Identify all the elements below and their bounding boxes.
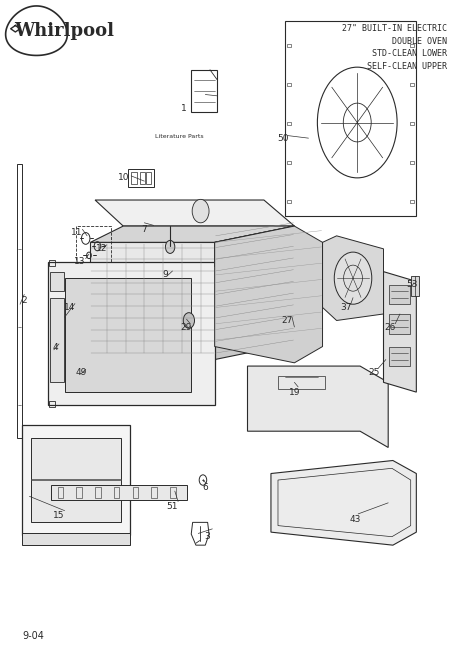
Text: 25: 25 (368, 368, 380, 377)
Polygon shape (91, 243, 215, 360)
Text: 2: 2 (21, 296, 27, 305)
Bar (389, 347, 410, 366)
Polygon shape (31, 438, 121, 523)
Text: 9-04: 9-04 (22, 631, 44, 641)
Bar (50, 298, 64, 383)
Circle shape (192, 199, 209, 223)
Text: 53: 53 (406, 280, 418, 289)
Text: 15: 15 (53, 511, 65, 521)
Polygon shape (95, 200, 294, 226)
Bar (114, 487, 119, 498)
Circle shape (183, 313, 194, 328)
Bar (151, 487, 157, 498)
Text: 13: 13 (74, 258, 86, 266)
Text: 49: 49 (75, 368, 87, 377)
Text: 27" BUILT-IN ELECTRIC
DOUBLE OVEN
STD-CLEAN LOWER
SELF-CLEAN UPPER: 27" BUILT-IN ELECTRIC DOUBLE OVEN STD-CL… (342, 24, 447, 71)
Text: 6: 6 (202, 483, 208, 492)
Text: 12: 12 (96, 245, 108, 253)
Bar (49, 260, 55, 266)
Circle shape (334, 252, 372, 304)
Bar (191, 70, 217, 112)
Text: Literature Parts: Literature Parts (155, 134, 204, 139)
Bar (287, 44, 291, 47)
Bar (410, 44, 414, 47)
Text: 4: 4 (53, 343, 58, 353)
Bar (278, 376, 325, 389)
Bar (170, 487, 176, 498)
Text: 11: 11 (71, 228, 82, 237)
Text: 3: 3 (205, 532, 210, 542)
Polygon shape (215, 226, 322, 363)
Text: 14: 14 (64, 303, 75, 312)
Bar (76, 487, 82, 498)
Text: 29: 29 (181, 322, 192, 332)
Polygon shape (22, 424, 130, 536)
Polygon shape (383, 271, 416, 392)
Text: 1: 1 (182, 105, 187, 113)
Circle shape (165, 241, 175, 253)
Bar (146, 172, 151, 184)
Bar (287, 83, 291, 86)
Bar (214, 260, 219, 266)
Bar (51, 485, 187, 500)
Bar (410, 122, 414, 125)
Text: 43: 43 (350, 515, 361, 524)
Bar (95, 487, 100, 498)
Bar (57, 487, 63, 498)
Bar (389, 314, 410, 334)
Bar (76, 226, 111, 262)
Text: 51: 51 (167, 502, 178, 511)
Polygon shape (271, 460, 416, 545)
Text: 37: 37 (340, 303, 352, 312)
Text: Whirlpool: Whirlpool (15, 22, 115, 40)
Bar (410, 276, 419, 296)
Bar (410, 161, 414, 164)
Bar (410, 83, 414, 86)
Text: 27: 27 (282, 316, 293, 325)
Bar (287, 200, 291, 203)
Bar (410, 200, 414, 203)
Bar (131, 172, 137, 184)
Bar (128, 169, 154, 187)
Text: 9: 9 (163, 270, 168, 279)
Polygon shape (247, 366, 388, 447)
Bar (22, 534, 130, 545)
Bar (389, 284, 410, 304)
Bar (287, 122, 291, 125)
Text: 26: 26 (385, 322, 396, 332)
Bar (287, 161, 291, 164)
Bar (49, 401, 55, 407)
Bar (50, 271, 64, 291)
Text: 7: 7 (141, 225, 147, 234)
Text: 50: 50 (277, 133, 288, 143)
Polygon shape (64, 278, 191, 392)
Text: 19: 19 (289, 388, 300, 396)
Bar (133, 487, 138, 498)
Polygon shape (91, 226, 294, 243)
Bar (17, 164, 22, 438)
Bar (285, 21, 416, 216)
Bar (140, 172, 145, 184)
Text: 10: 10 (118, 173, 129, 182)
Polygon shape (215, 226, 294, 360)
Polygon shape (48, 262, 215, 405)
Polygon shape (322, 236, 383, 320)
